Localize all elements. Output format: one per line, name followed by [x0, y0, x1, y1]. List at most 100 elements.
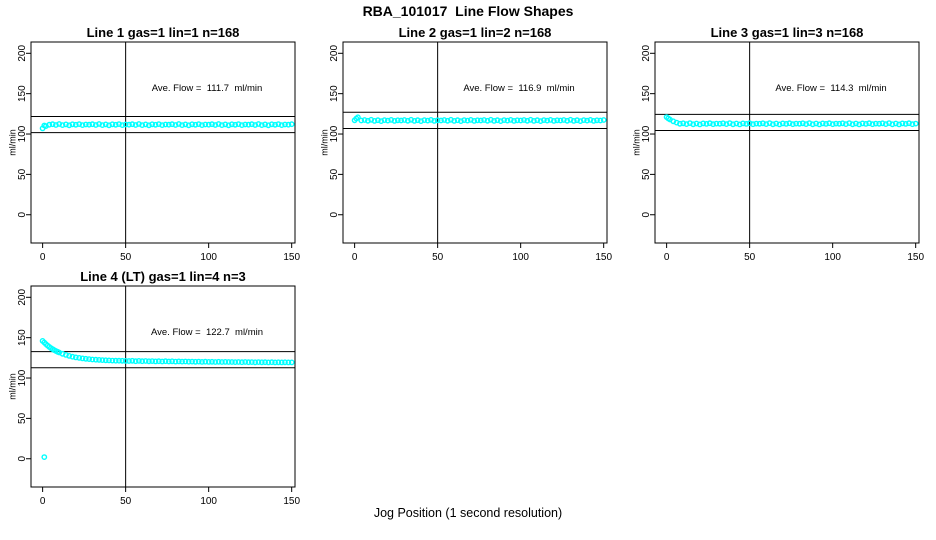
data-point — [418, 118, 424, 125]
data-point — [882, 121, 889, 128]
data-point — [819, 120, 826, 127]
data-point — [49, 121, 56, 128]
data-point — [195, 358, 202, 365]
panel-line-1-ave-flow-annotation: Ave. Flow = 111.7 ml/min — [151, 83, 263, 94]
data-point — [467, 117, 474, 123]
data-point — [189, 358, 196, 365]
data-point — [457, 118, 464, 125]
data-point — [72, 354, 79, 361]
data-point — [285, 121, 292, 128]
data-point — [215, 121, 222, 127]
data-point — [179, 358, 186, 365]
data-point — [680, 120, 687, 127]
data-point — [209, 121, 215, 128]
data-point — [92, 122, 99, 128]
data-point — [869, 121, 876, 128]
data-point — [600, 117, 607, 123]
data-point — [142, 121, 149, 128]
data-point — [665, 115, 672, 122]
data-point — [132, 358, 139, 365]
x-tick-label: 150 — [595, 252, 612, 263]
x-tick-label: 100 — [824, 252, 841, 263]
data-point — [411, 118, 418, 124]
data-point — [86, 121, 93, 128]
data-point — [829, 121, 836, 128]
data-point — [710, 121, 717, 128]
x-tick-label: 0 — [664, 252, 670, 263]
data-point — [79, 122, 86, 129]
data-point — [564, 117, 571, 124]
data-point — [398, 117, 405, 124]
data-point — [92, 356, 99, 363]
data-point — [823, 121, 829, 127]
data-point — [129, 121, 136, 128]
data-point — [102, 121, 109, 128]
data-point — [129, 357, 136, 364]
data-point — [487, 116, 494, 123]
data-point — [82, 355, 89, 362]
data-point — [139, 358, 146, 365]
data-point — [126, 358, 132, 364]
data-point — [255, 121, 262, 127]
y-tick-label: 200 — [641, 45, 652, 62]
data-point — [258, 359, 265, 366]
y-tick-label: 50 — [17, 412, 28, 424]
panel-line-4-lt: 0 50 100 150 0 50 100 150 200 Line 4 (LT) gas=1 … — [0, 262, 312, 524]
data-point — [192, 121, 199, 128]
data-point — [272, 121, 278, 128]
data-point — [544, 117, 551, 124]
data-point — [162, 121, 169, 128]
plot-box — [654, 41, 920, 244]
data-point — [245, 359, 252, 366]
data-point — [388, 117, 395, 123]
data-point — [474, 117, 481, 124]
x-tick-label: 150 — [907, 252, 924, 263]
y-tick-label: 50 — [329, 168, 340, 180]
x-tick-label: 150 — [283, 252, 300, 263]
panel-line-3-y-axis-label: ml/min — [631, 129, 642, 156]
data-point — [736, 121, 743, 128]
y-tick-label: 100 — [17, 369, 28, 386]
data-point — [580, 117, 587, 124]
panel-line-3: 0 50 100 150 0 50 100 150 200 Line 3 gas=1 lin=3… — [624, 18, 936, 280]
y-tick-label: 100 — [641, 125, 652, 142]
data-point — [534, 117, 541, 124]
data-point — [517, 117, 524, 124]
panel-line-2-title: Line 2 gas=1 lin=2 n=168 — [398, 25, 552, 40]
data-point — [135, 121, 142, 127]
data-point — [756, 120, 763, 127]
x-tick-label: 50 — [120, 496, 132, 507]
data-point — [570, 118, 577, 124]
data-point — [703, 121, 710, 127]
figure-title: RBA_101017 Line Flow Shapes — [362, 3, 574, 19]
data-point — [288, 121, 295, 128]
figure-x-axis-label: Jog Position (1 second resolution) — [373, 506, 563, 520]
data-point — [258, 122, 265, 129]
data-point — [142, 358, 149, 364]
data-point — [833, 120, 839, 127]
data-point — [116, 121, 122, 128]
data-point — [122, 358, 129, 364]
data-point — [53, 122, 59, 128]
data-point — [491, 118, 498, 124]
data-point — [238, 122, 245, 129]
data-point — [408, 116, 415, 123]
data-point — [550, 118, 557, 124]
data-point — [813, 120, 820, 127]
data-point — [192, 358, 199, 365]
data-point — [481, 117, 488, 123]
data-point — [753, 120, 760, 127]
panel-line-4-y-axis-label: ml/min — [7, 373, 18, 400]
data-point — [879, 120, 886, 127]
data-point — [799, 120, 806, 127]
x-tick-label: 0 — [40, 496, 46, 507]
data-point — [560, 117, 567, 123]
data-point — [145, 122, 152, 129]
data-point — [262, 359, 268, 366]
data-point — [72, 121, 79, 128]
data-point — [89, 121, 96, 128]
data-point — [750, 121, 756, 128]
data-point — [852, 120, 859, 127]
data-point — [155, 358, 162, 365]
data-point — [228, 359, 235, 365]
